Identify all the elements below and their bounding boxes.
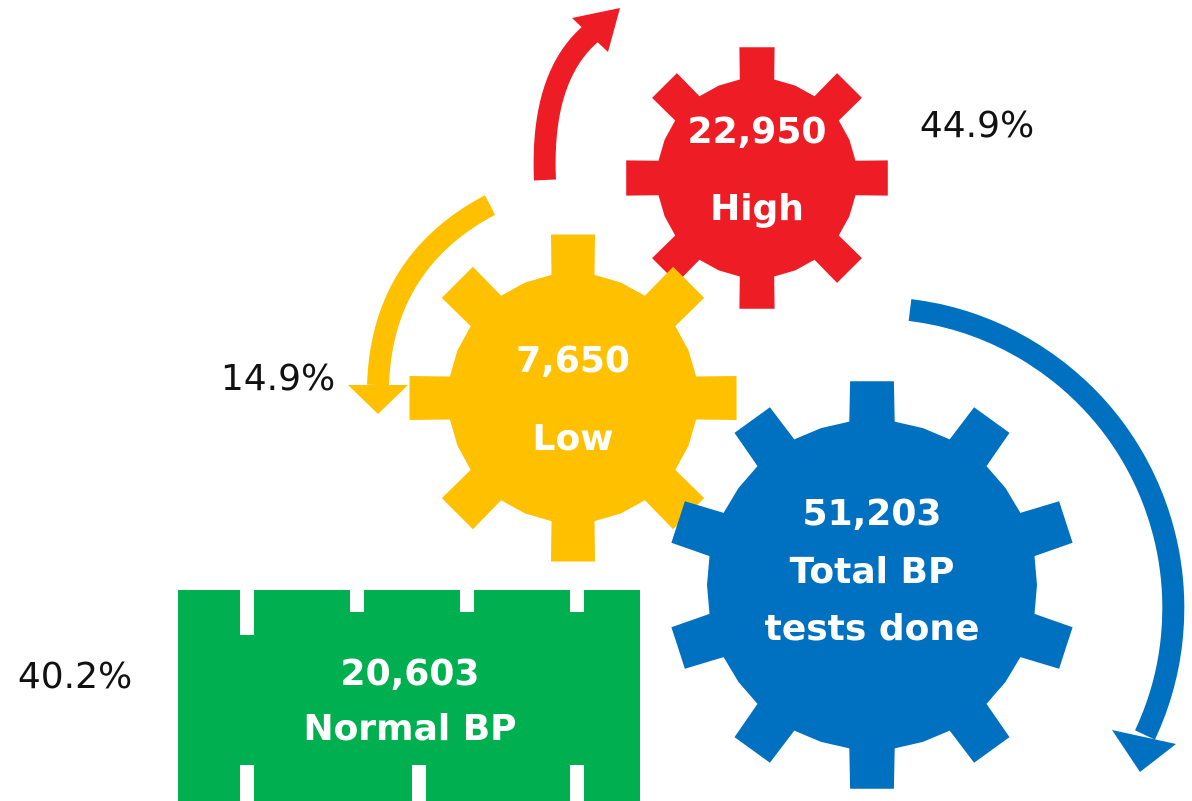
- notch: [570, 765, 584, 801]
- notch: [350, 590, 364, 612]
- high-value: 22,950: [688, 111, 827, 152]
- arrow-red: [545, 28, 598, 180]
- notch: [240, 765, 254, 801]
- total-value: 51,203: [803, 493, 942, 534]
- low-value: 7,650: [516, 340, 630, 381]
- normal-percent: 40.2%: [18, 656, 132, 697]
- arrow-head-yellow: [348, 385, 408, 414]
- low-label: Low: [533, 418, 614, 459]
- notch: [570, 590, 584, 612]
- total-label: Total BP: [790, 551, 955, 592]
- high-label: High: [710, 188, 804, 229]
- notch: [460, 590, 474, 612]
- normal-value: 20,603: [341, 653, 480, 694]
- normal-label: Normal BP: [303, 708, 516, 749]
- low-percent: 14.9%: [221, 358, 335, 399]
- notch: [240, 590, 254, 635]
- notch: [412, 765, 426, 801]
- gear-high: [626, 47, 888, 309]
- total-label: tests done: [765, 608, 980, 649]
- infographic: 22,950 High 44.9% 7,650 Low 14.9% 51,203…: [0, 0, 1192, 801]
- high-percent: 44.9%: [920, 105, 1034, 146]
- arrow-head-blue: [1112, 730, 1176, 772]
